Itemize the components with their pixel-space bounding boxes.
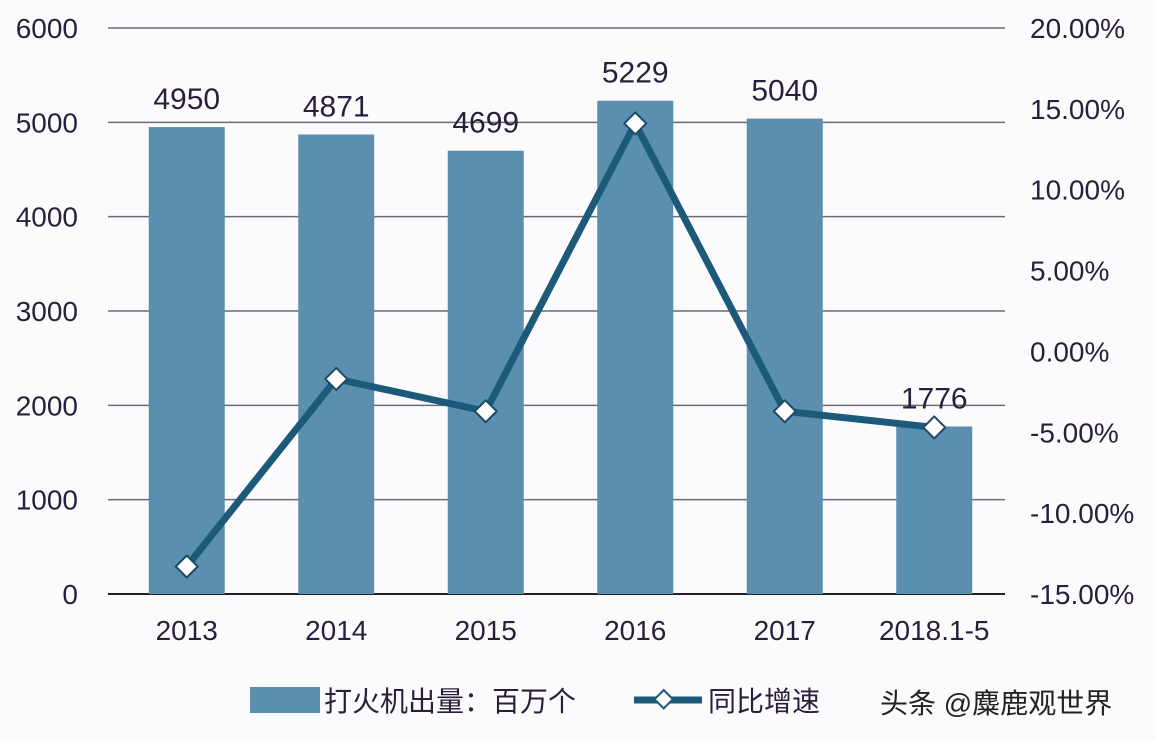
legend-line-label: 同比增速	[708, 686, 821, 717]
bar	[148, 127, 225, 595]
bar	[447, 150, 524, 594]
diamond-marker-icon	[623, 111, 648, 136]
x-axis-tick: 2014	[305, 615, 367, 646]
left-axis-tick: 6000	[16, 13, 78, 44]
x-axis-tick: 2013	[156, 615, 218, 646]
bar	[597, 100, 674, 594]
bar-data-label: 5040	[751, 75, 818, 108]
right-axis-tick: 20.00%	[1030, 13, 1125, 44]
legend: 打火机出量：百万个 同比增速	[250, 680, 876, 720]
diamond-marker-icon	[772, 399, 797, 424]
growth-line	[184, 119, 935, 569]
bar-data-label: 5229	[602, 57, 669, 90]
watermark: 头条 @麋鹿观世界	[880, 688, 1113, 719]
legend-item-line: 同比增速	[632, 680, 820, 720]
bar-data-label: 1776	[901, 382, 968, 415]
legend-bar-label: 打火机出量：百万个	[324, 686, 577, 717]
diamond-marker-icon	[324, 366, 349, 391]
x-axis-tick: 2015	[455, 615, 517, 646]
diamond-marker-icon	[473, 399, 498, 424]
bar-data-label: 4699	[452, 107, 519, 140]
right-axis-tick: 0.00%	[1030, 336, 1109, 367]
right-axis-tick: 15.00%	[1030, 94, 1125, 125]
bar	[298, 134, 375, 595]
left-axis-tick: 1000	[16, 485, 78, 516]
bar-data-label: 4871	[303, 91, 370, 124]
right-axis-tick: 5.00%	[1030, 256, 1109, 287]
line-diamond-swatch-icon	[634, 688, 703, 710]
diamond-marker-icon	[174, 554, 199, 579]
bar-swatch-icon	[250, 687, 320, 713]
legend-item-bar: 打火机出量：百万个	[250, 680, 576, 720]
x-axis-tick: 2016	[604, 615, 666, 646]
right-axis-tick: -10.00%	[1030, 498, 1134, 529]
left-axis-tick: 3000	[16, 296, 78, 327]
right-axis-tick: -5.00%	[1030, 417, 1119, 448]
left-axis-tick: 4000	[16, 202, 78, 233]
right-axis-tick: 10.00%	[1030, 175, 1125, 206]
right-axis-tick: -15.00%	[1030, 579, 1134, 610]
left-axis-tick: 2000	[16, 390, 78, 421]
x-axis-tick: 2017	[754, 615, 816, 646]
left-axis-tick: 5000	[16, 107, 78, 138]
diamond-marker-icon	[922, 415, 947, 440]
bar	[896, 426, 973, 594]
bar-data-label: 4950	[153, 83, 220, 116]
x-axis-tick: 2018.1-5	[879, 615, 990, 646]
left-axis-tick: 0	[62, 579, 78, 610]
